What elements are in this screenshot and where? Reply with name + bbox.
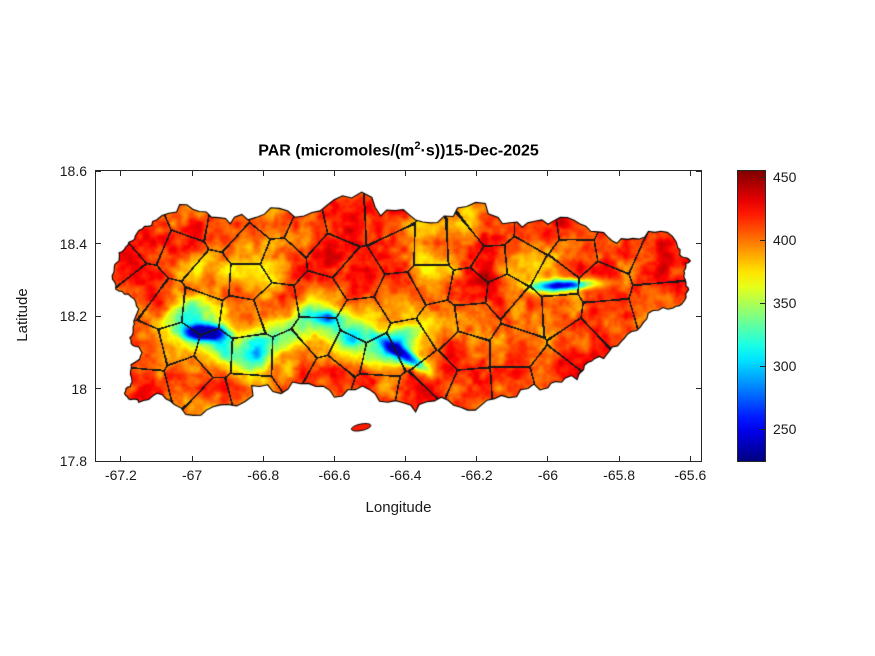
y-tick-mark <box>96 388 101 389</box>
x-tick-mark-top <box>618 171 620 176</box>
x-tick-mark <box>262 456 264 461</box>
y-tick-label: 18.4 <box>59 235 87 252</box>
y-tick-mark-right <box>696 243 701 244</box>
x-tick-mark-top <box>405 171 407 176</box>
x-tick-mark <box>476 456 478 461</box>
plot-title: PAR (micromoles/(m2·s))15-Dec-2025 <box>95 140 702 160</box>
plot-title-prefix: PAR (micromoles/(m <box>258 142 415 160</box>
colorbar-gradient <box>738 171 765 461</box>
x-tick-label: -67 <box>181 467 203 483</box>
x-tick-label: -67.2 <box>104 467 137 483</box>
x-tick-mark-top <box>191 171 193 176</box>
x-tick-mark <box>618 456 620 461</box>
heatmap-canvas <box>96 171 701 461</box>
axes-box <box>95 170 702 462</box>
colorbar-tick-mark <box>760 365 765 367</box>
x-tick-label: -66 <box>537 467 559 483</box>
y-tick-mark <box>96 243 101 244</box>
x-tick-label: -66.2 <box>460 467 493 483</box>
x-tick-mark-top <box>262 171 264 176</box>
x-tick-mark-top <box>120 171 122 176</box>
x-tick-mark <box>547 456 549 461</box>
x-tick-mark <box>191 456 193 461</box>
colorbar-tick-label: 450 <box>773 169 797 186</box>
y-tick-mark-right <box>696 315 701 317</box>
x-tick-label: -65.8 <box>603 467 636 483</box>
colorbar-tick-mark <box>760 302 765 304</box>
colorbar-tick-label: 350 <box>773 295 797 312</box>
x-tick-mark <box>405 456 407 461</box>
y-tick-label: 17.8 <box>59 453 87 469</box>
colorbar-tick-label: 400 <box>773 232 797 249</box>
colorbar-tick-mark <box>760 176 765 178</box>
x-tick-mark-top <box>476 171 478 176</box>
y-tick-mark-right <box>696 170 701 172</box>
x-tick-mark-top <box>689 171 691 176</box>
x-tick-mark <box>689 456 691 461</box>
x-tick-label: -65.6 <box>674 467 707 483</box>
plot-title-superscript: 2 <box>414 140 421 152</box>
y-tick-mark-right <box>696 460 701 462</box>
x-tick-label: -66.6 <box>318 467 351 483</box>
x-tick-mark-top <box>547 171 549 176</box>
colorbar-tick-mark <box>760 239 765 241</box>
y-tick-label: 18.6 <box>59 163 87 179</box>
colorbar-tick-label: 300 <box>773 358 797 375</box>
y-tick-mark <box>96 170 101 172</box>
y-tick-label: 18 <box>71 380 87 397</box>
y-tick-mark <box>96 315 101 317</box>
x-tick-label: -66.8 <box>247 467 280 483</box>
y-tick-label: 18.2 <box>59 308 87 324</box>
plot-title-suffix: ·s))15-Dec-2025 <box>420 142 539 160</box>
x-tick-label: -66.4 <box>389 467 422 483</box>
colorbar-tick-label: 250 <box>773 421 797 438</box>
colorbar <box>737 170 766 462</box>
y-tick-mark <box>96 460 101 462</box>
x-axis-label: Longitude <box>365 499 432 516</box>
y-tick-mark-right <box>696 388 701 389</box>
x-tick-mark <box>120 456 122 461</box>
x-tick-mark <box>333 456 335 461</box>
x-tick-mark-top <box>333 171 335 176</box>
colorbar-tick-mark <box>760 428 765 430</box>
